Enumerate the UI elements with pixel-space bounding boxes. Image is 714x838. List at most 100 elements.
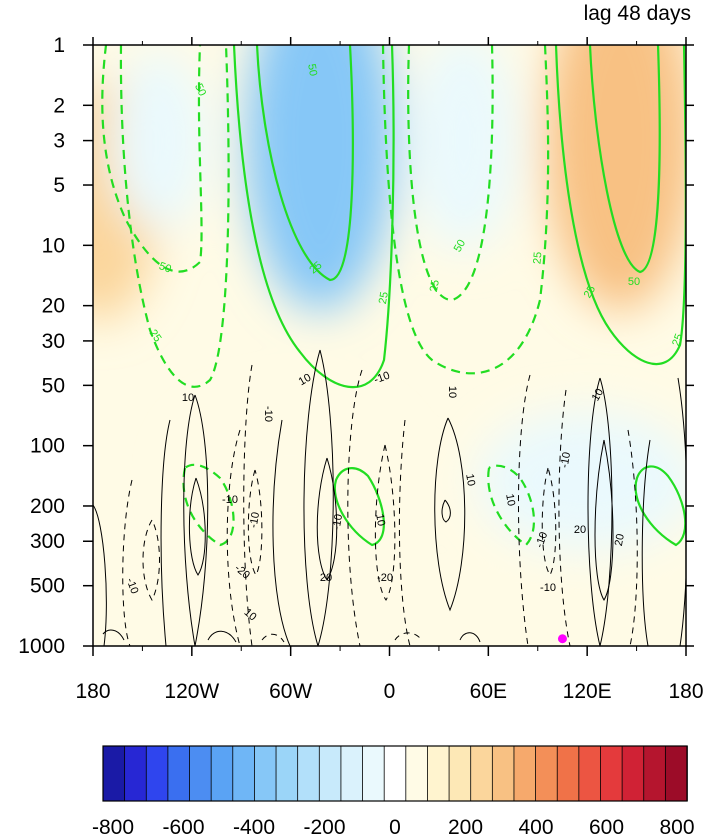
black-contour-line: [641, 439, 651, 646]
colorbar-label: 400: [518, 816, 553, 838]
shading-region: [545, 45, 686, 311]
black-contour-line: [142, 519, 160, 602]
green-contour-label: 25: [147, 327, 164, 344]
black-contour-label: 20: [320, 572, 332, 584]
y-tick-label: 300: [30, 530, 65, 553]
black-contour-line: [517, 374, 531, 646]
black-contour-label: 10: [373, 513, 387, 527]
colorbar-label: 0: [389, 816, 401, 838]
y-tick-label: 50: [42, 374, 65, 397]
colorbar-swatch: [318, 745, 342, 802]
green-contour-label: 50: [452, 238, 469, 255]
colorbar-swatch: [513, 745, 537, 802]
colorbar-swatch: [664, 745, 688, 802]
green-contour-label: 25: [531, 251, 544, 264]
y-tick-label: 1: [53, 34, 65, 57]
black-contour-line: [459, 632, 481, 643]
y-tick-label: 3: [53, 130, 65, 153]
black-contour-line: [243, 364, 253, 646]
black-contour-line: [183, 394, 209, 646]
green-contour-line: [381, 45, 550, 375]
black-contour-line: [594, 439, 614, 601]
colorbar-label: 600: [589, 816, 624, 838]
black-contour-line: [226, 429, 241, 646]
colorbar-swatch: [535, 745, 559, 802]
x-tick-label: 60E: [470, 680, 507, 703]
colorbar-swatch: [643, 745, 667, 802]
black-contour-line: [398, 419, 411, 646]
colorbar-swatch: [621, 745, 645, 802]
green-contour-label: 25: [377, 291, 391, 305]
colorbar-swatch: [556, 745, 580, 802]
black-contour-line: [541, 467, 557, 576]
x-tick-label: 0: [384, 680, 396, 703]
green-contour-line: [182, 463, 235, 547]
y-tick-label: 10: [42, 234, 65, 257]
black-contour-line: [347, 369, 363, 646]
black-contour-line: [587, 377, 613, 646]
colorbar: -800 -600 -400 -200 0 200 400 600 800: [92, 745, 695, 838]
green-contour-line: [588, 45, 661, 274]
shading-region: [477, 410, 686, 551]
black-contour-line: [122, 479, 133, 646]
black-contour-label: -10: [124, 576, 141, 595]
colorbar-swatch: [254, 745, 277, 802]
x-tick-label: 180: [668, 680, 703, 703]
colorbar-swatch: [578, 745, 602, 802]
black-contour-line: [247, 469, 263, 576]
colorbar-swatch: [167, 745, 191, 802]
green-contour-label: 25: [670, 332, 685, 348]
black-contour-label: -10: [248, 511, 263, 529]
black-contour-line: [441, 499, 451, 523]
colorbar-swatch: [383, 745, 407, 802]
black-contour-label: 10: [182, 392, 194, 404]
colorbar-swatch: [448, 745, 472, 802]
black-contour-line: [102, 629, 125, 641]
black-contour-line: [160, 419, 171, 646]
colorbar-label: -800: [92, 816, 134, 838]
black-contour-label: -20: [377, 572, 393, 584]
y-tick-label: 30: [42, 330, 65, 353]
colorbar-swatch: [189, 745, 212, 802]
green-contour-line: [101, 45, 203, 273]
black-contour-label: -10: [222, 494, 238, 506]
location-marker: [557, 634, 567, 644]
shading-region: [93, 606, 686, 646]
black-contour-line: [93, 504, 107, 646]
colorbar-swatch: [210, 745, 234, 802]
x-tick-label: 120W: [164, 680, 219, 703]
green-contour-label: 50: [192, 82, 208, 98]
y-tick-label: 2: [53, 94, 65, 117]
black-contour-label: 10: [463, 473, 477, 487]
colorbar-swatch: [102, 745, 126, 802]
black-contour-label: -10: [559, 451, 574, 469]
shading-region: [245, 45, 396, 311]
y-tick-label: 500: [30, 575, 65, 598]
y-tick-label: 200: [30, 495, 65, 518]
y-axis: 1 2 3 5 10 20 30 50 100 200 300 500 1000: [18, 34, 694, 658]
x-axis: 180 120W 60W 0 60E 120E 180: [75, 37, 704, 703]
black-contour-line: [207, 630, 237, 643]
x-tick-label: 60W: [269, 680, 312, 703]
black-contour-label: 10: [503, 493, 517, 507]
green-contour-label: 50: [157, 260, 173, 275]
black-contour-label: 10: [297, 372, 314, 389]
green-contour-label: 50: [305, 63, 319, 77]
black-contour-label: 20: [574, 524, 586, 536]
colorbar-swatch: [405, 745, 429, 802]
black-contour-layer: [93, 349, 686, 646]
black-contour-line: [303, 349, 334, 646]
colorbar-swatch: [362, 745, 385, 802]
colorbar-swatch: [491, 745, 515, 802]
green-contour-line: [487, 464, 535, 547]
green-contour-line: [333, 467, 385, 547]
black-contour-label: -10: [372, 370, 391, 387]
black-contour-line: [261, 633, 285, 643]
green-contour-layer: [101, 45, 686, 547]
green-contour-line: [407, 45, 494, 302]
green-contour-label: 25: [428, 279, 442, 293]
green-contour-label: 50: [628, 276, 640, 288]
y-tick-label: 100: [30, 435, 65, 458]
